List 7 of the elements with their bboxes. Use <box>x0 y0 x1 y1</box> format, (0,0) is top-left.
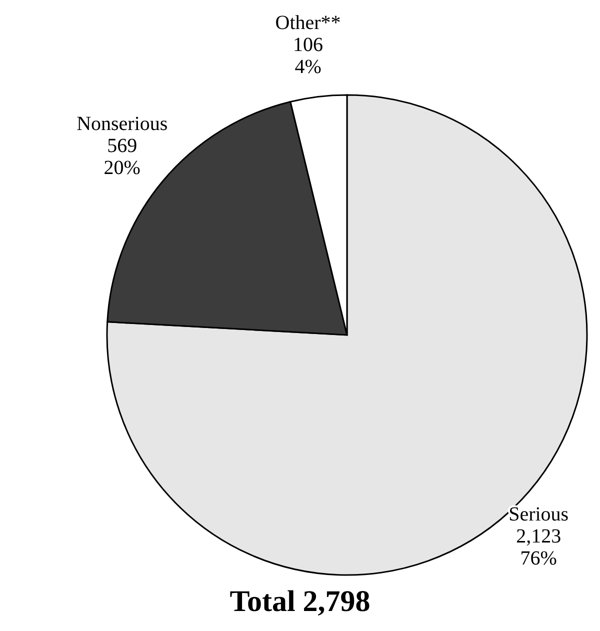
data-label: 106 4% <box>293 34 324 78</box>
text: Total 2,798 <box>228 585 372 618</box>
data-label: 569 20% <box>104 134 140 179</box>
slice-label: Serious <box>508 503 569 526</box>
slice-label: Nonserious <box>76 112 168 135</box>
slice-label: Other** <box>275 12 341 34</box>
data-label: 2,123 76% <box>516 525 562 570</box>
